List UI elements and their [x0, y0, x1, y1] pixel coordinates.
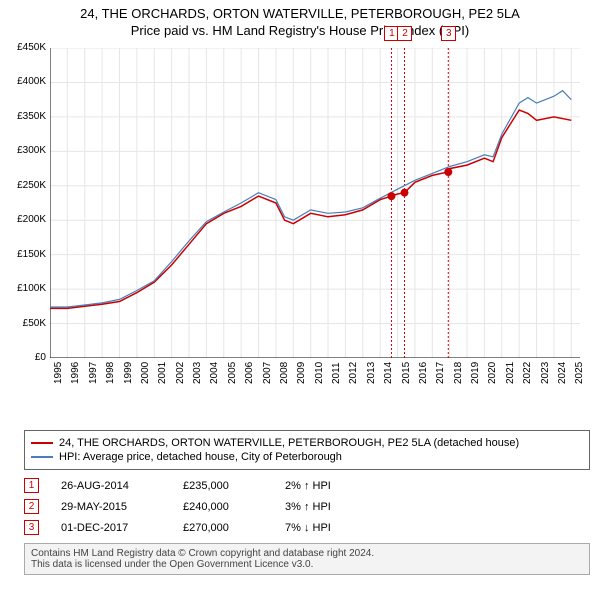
x-axis-labels: 1995 1996 1997 1998 1999 2000 2001 2002 2003 2004… — [50, 360, 580, 390]
legend-box: 24, THE ORCHARDS, ORTON WATERVILLE, PETE… — [24, 430, 590, 470]
event-delta: 7% ↓ HPI — [285, 522, 375, 534]
event-price: £270,000 — [183, 522, 263, 534]
legend-swatch — [31, 456, 53, 458]
y-tick-label: £350K — [0, 111, 46, 122]
x-tick-label: 2018 — [453, 362, 464, 384]
chart-area: £0£50K£100K£150K£200K£250K£300K£350K£400… — [34, 48, 594, 388]
x-tick-label: 2001 — [157, 362, 168, 384]
title-block: 24, THE ORCHARDS, ORTON WATERVILLE, PETE… — [0, 0, 600, 40]
legend-row: 24, THE ORCHARDS, ORTON WATERVILLE, PETE… — [31, 437, 583, 449]
plot-svg — [50, 48, 580, 358]
x-tick-label: 2016 — [418, 362, 429, 384]
x-tick-label: 2021 — [505, 362, 516, 384]
event-row: 3 01-DEC-2017 £270,000 7% ↓ HPI — [24, 520, 590, 535]
footer-line-1: Contains HM Land Registry data © Crown c… — [31, 548, 583, 559]
event-marker-flag: 3 — [441, 26, 456, 41]
x-tick-label: 2000 — [140, 362, 151, 384]
event-date: 26-AUG-2014 — [61, 480, 161, 492]
y-tick-label: £50K — [0, 318, 46, 329]
x-tick-label: 2014 — [383, 362, 394, 384]
x-tick-label: 2009 — [296, 362, 307, 384]
x-tick-label: 1996 — [70, 362, 81, 384]
footer-line-2: This data is licensed under the Open Gov… — [31, 559, 583, 570]
x-tick-label: 2003 — [192, 362, 203, 384]
x-tick-label: 2015 — [401, 362, 412, 384]
x-tick-label: 1998 — [105, 362, 116, 384]
y-tick-label: £250K — [0, 180, 46, 191]
y-tick-label: £0 — [0, 352, 46, 363]
event-row: 1 26-AUG-2014 £235,000 2% ↑ HPI — [24, 478, 590, 493]
event-price: £240,000 — [183, 501, 263, 513]
y-tick-label: £200K — [0, 214, 46, 225]
event-price: £235,000 — [183, 480, 263, 492]
x-tick-label: 1997 — [88, 362, 99, 384]
y-tick-label: £100K — [0, 283, 46, 294]
events-table: 1 26-AUG-2014 £235,000 2% ↑ HPI 2 29-MAY-2015… — [24, 478, 590, 535]
x-tick-label: 2007 — [262, 362, 273, 384]
x-tick-label: 2012 — [348, 362, 359, 384]
y-tick-label: £300K — [0, 145, 46, 156]
event-marker-number: 3 — [24, 520, 39, 535]
event-row: 2 29-MAY-2015 £240,000 3% ↑ HPI — [24, 499, 590, 514]
x-tick-label: 2019 — [470, 362, 481, 384]
event-marker-number: 1 — [24, 478, 39, 493]
event-delta: 3% ↑ HPI — [285, 501, 375, 513]
x-tick-label: 2020 — [487, 362, 498, 384]
x-tick-label: 2024 — [557, 362, 568, 384]
x-tick-label: 2025 — [574, 362, 585, 384]
x-tick-label: 1999 — [123, 362, 134, 384]
y-axis-labels: £0 £50K £100K £150K £200K £250K £300K £350K £400… — [0, 42, 46, 362]
x-tick-label: 2010 — [314, 362, 325, 384]
x-tick-label: 2002 — [175, 362, 186, 384]
x-tick-label: 2017 — [435, 362, 446, 384]
x-tick-label: 2013 — [366, 362, 377, 384]
y-tick-label: £400K — [0, 76, 46, 87]
x-tick-label: 2011 — [331, 362, 342, 384]
y-tick-label: £450K — [0, 42, 46, 53]
event-delta: 2% ↑ HPI — [285, 480, 375, 492]
event-marker-number: 2 — [24, 499, 39, 514]
legend-label: 24, THE ORCHARDS, ORTON WATERVILLE, PETE… — [59, 437, 519, 449]
chart-title: 24, THE ORCHARDS, ORTON WATERVILLE, PETE… — [10, 6, 590, 21]
x-tick-label: 2006 — [244, 362, 255, 384]
event-date: 29-MAY-2015 — [61, 501, 161, 513]
legend-label: HPI: Average price, detached house, City… — [59, 451, 342, 463]
x-tick-label: 2005 — [227, 362, 238, 384]
footer-attribution: Contains HM Land Registry data © Crown c… — [24, 543, 590, 575]
legend-row: HPI: Average price, detached house, City… — [31, 451, 583, 463]
legend-swatch — [31, 442, 53, 444]
x-tick-label: 2008 — [279, 362, 290, 384]
event-date: 01-DEC-2017 — [61, 522, 161, 534]
event-marker-flag: 2 — [397, 26, 412, 41]
x-tick-label: 1995 — [53, 362, 64, 384]
y-tick-label: £150K — [0, 249, 46, 260]
x-tick-label: 2022 — [522, 362, 533, 384]
x-tick-label: 2004 — [209, 362, 220, 384]
chart-container: 24, THE ORCHARDS, ORTON WATERVILLE, PETE… — [0, 0, 600, 590]
chart-subtitle: Price paid vs. HM Land Registry's House … — [10, 23, 590, 38]
x-tick-label: 2023 — [540, 362, 551, 384]
